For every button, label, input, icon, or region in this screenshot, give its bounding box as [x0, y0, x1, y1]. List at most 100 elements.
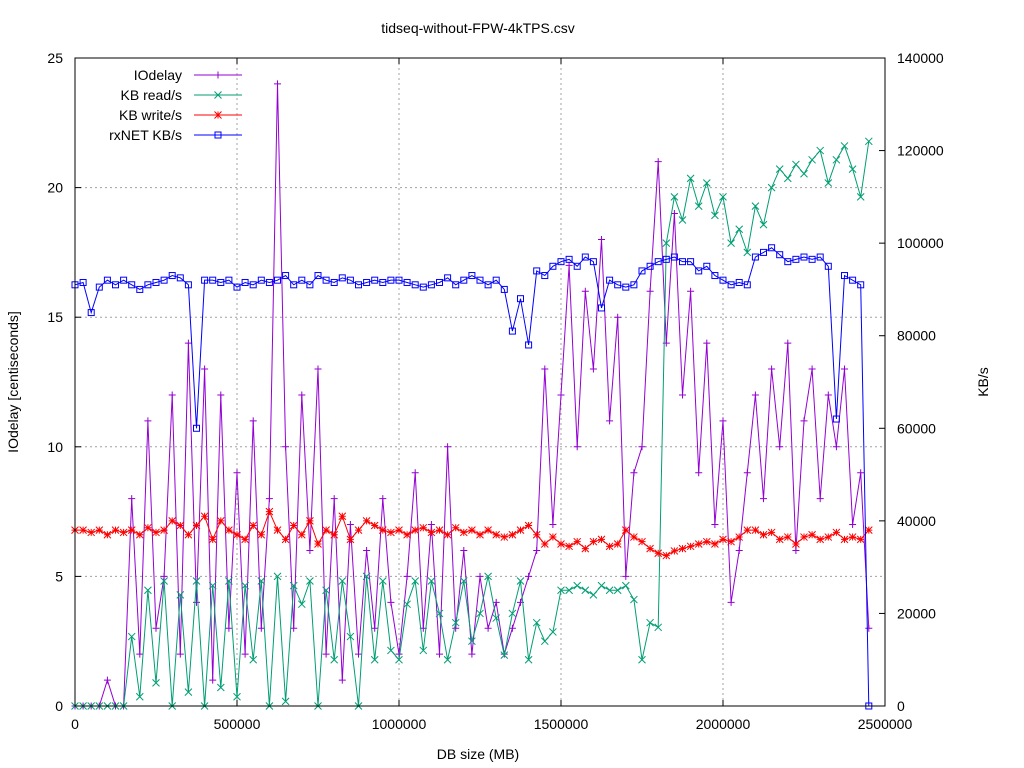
data-point — [727, 537, 735, 546]
data-point — [832, 528, 841, 537]
data-point — [338, 577, 347, 585]
data-point — [225, 276, 233, 284]
data-point — [460, 276, 468, 284]
y-tick-label: 10 — [47, 439, 63, 455]
data-point — [265, 495, 273, 503]
data-point — [241, 535, 249, 544]
data-point — [703, 339, 711, 347]
data-point — [306, 517, 314, 525]
data-point — [614, 281, 622, 289]
data-point — [646, 544, 654, 553]
data-point — [346, 521, 354, 529]
data-point — [557, 540, 565, 548]
data-point — [330, 278, 338, 286]
data-point — [816, 253, 824, 261]
data-point — [249, 655, 258, 664]
data-point — [290, 624, 298, 632]
data-point — [297, 600, 306, 609]
data-point — [759, 220, 768, 229]
data-point — [784, 339, 792, 347]
data-point — [679, 258, 686, 266]
data-point — [468, 650, 476, 658]
data-point — [614, 313, 622, 321]
data-point — [436, 650, 443, 658]
data-point — [289, 581, 298, 590]
data-point — [743, 248, 752, 257]
data-point — [565, 586, 573, 595]
data-point — [282, 272, 290, 280]
data-point — [638, 537, 646, 546]
data-point — [249, 417, 257, 425]
legend-label: KB write/s — [119, 107, 182, 123]
y2-tick-label: 20000 — [897, 605, 936, 621]
data-point — [492, 276, 500, 284]
data-point — [500, 285, 508, 293]
data-point — [411, 577, 420, 585]
data-point — [216, 517, 225, 525]
data-point — [371, 624, 379, 632]
legend-label: rxNET KB/s — [109, 127, 182, 143]
data-point — [824, 533, 833, 541]
data-point — [476, 530, 484, 539]
data-point — [589, 258, 597, 266]
data-point — [492, 598, 500, 606]
data-point — [476, 609, 484, 618]
data-point — [565, 255, 573, 263]
x-tick-label: 1000000 — [372, 716, 427, 732]
data-point — [193, 424, 200, 432]
data-point — [832, 415, 840, 423]
data-point — [695, 469, 703, 477]
data-point — [427, 528, 436, 537]
data-point — [136, 285, 144, 293]
x-tick-label: 2000000 — [696, 716, 751, 732]
data-point — [540, 540, 549, 548]
data-point — [849, 521, 857, 529]
data-point — [403, 278, 411, 286]
data-point — [759, 530, 768, 539]
data-point — [484, 624, 492, 632]
data-point — [338, 512, 347, 521]
data-point — [719, 417, 727, 425]
data-point — [460, 546, 468, 554]
data-point — [646, 287, 654, 295]
data-point — [241, 650, 249, 658]
data-point — [621, 526, 630, 534]
data-point — [427, 281, 435, 289]
data-point — [565, 542, 573, 551]
data-point — [792, 546, 800, 554]
data-point — [524, 655, 533, 664]
data-point — [719, 193, 727, 201]
data-point — [355, 281, 362, 289]
data-point — [743, 281, 751, 289]
legend-marker — [214, 131, 222, 139]
data-point — [241, 278, 249, 286]
data-point — [735, 546, 743, 554]
data-point — [160, 526, 168, 534]
y-tick-label: 15 — [47, 309, 63, 325]
data-point — [792, 160, 800, 169]
data-point — [354, 526, 363, 534]
data-point — [703, 262, 711, 270]
data-point — [687, 287, 695, 295]
data-point — [524, 521, 533, 530]
data-point — [427, 521, 435, 529]
data-point — [638, 655, 646, 664]
data-point — [208, 581, 217, 590]
data-point — [760, 495, 767, 503]
legend-marker — [214, 111, 222, 119]
y2-tick-label: 40000 — [897, 513, 936, 529]
data-point — [144, 523, 152, 532]
data-point — [719, 535, 727, 544]
data-point — [160, 577, 168, 585]
data-point — [419, 646, 428, 655]
data-point — [775, 165, 784, 173]
data-point — [678, 544, 687, 553]
data-point — [225, 624, 233, 632]
data-point — [289, 521, 298, 530]
data-point — [784, 258, 792, 266]
data-point — [654, 158, 662, 166]
data-point — [865, 624, 873, 632]
data-point — [378, 577, 387, 585]
y-tick-label: 5 — [55, 568, 63, 584]
data-point — [541, 272, 549, 280]
